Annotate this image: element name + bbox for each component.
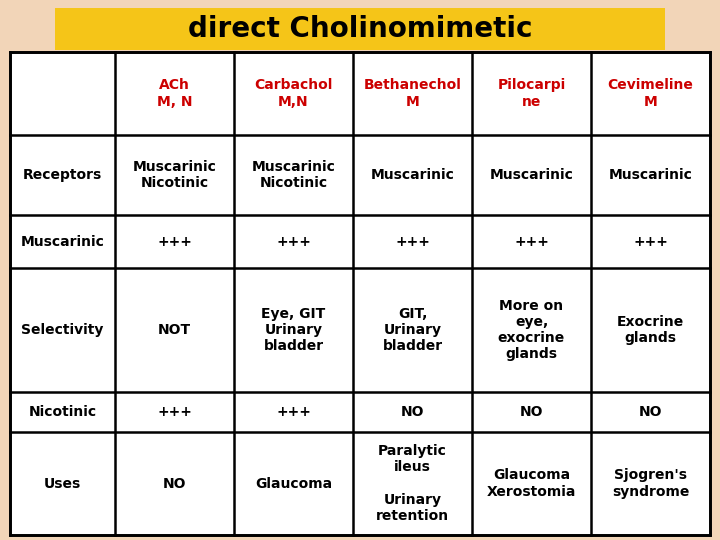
Text: +++: +++ [276, 405, 311, 419]
Text: ACh
M, N: ACh M, N [157, 78, 192, 109]
Text: +++: +++ [514, 234, 549, 248]
Text: Sjogren's
syndrome: Sjogren's syndrome [612, 468, 689, 498]
Text: Glaucoma
Xerostomia: Glaucoma Xerostomia [487, 468, 576, 498]
Text: Muscarinic: Muscarinic [21, 234, 104, 248]
Text: More on
eye,
exocrine
glands: More on eye, exocrine glands [498, 299, 565, 361]
Text: Paralytic
ileus

Urinary
retention: Paralytic ileus Urinary retention [376, 444, 449, 523]
Text: Receptors: Receptors [23, 168, 102, 182]
Text: NO: NO [163, 476, 186, 490]
Text: Uses: Uses [44, 476, 81, 490]
Text: Muscarinic: Muscarinic [608, 168, 693, 182]
Text: Nicotinic: Nicotinic [28, 405, 96, 419]
Text: +++: +++ [276, 234, 311, 248]
Text: Exocrine
glands: Exocrine glands [617, 315, 684, 345]
Text: Pilocarpi
ne: Pilocarpi ne [498, 78, 566, 109]
Text: Eye, GIT
Urinary
bladder: Eye, GIT Urinary bladder [261, 307, 325, 353]
Text: NO: NO [520, 405, 544, 419]
Text: Muscarinic
Nicotinic: Muscarinic Nicotinic [132, 160, 217, 190]
Text: Muscarinic: Muscarinic [371, 168, 454, 182]
Text: +++: +++ [157, 234, 192, 248]
Bar [10, 52, 710, 535]
Text: direct Cholinomimetic: direct Cholinomimetic [188, 15, 532, 43]
Text: +++: +++ [633, 234, 668, 248]
Text: Carbachol
M,N: Carbachol M,N [254, 78, 333, 109]
Text: +++: +++ [395, 234, 430, 248]
Text: Selectivity: Selectivity [22, 323, 104, 337]
Text: Muscarinic
Nicotinic: Muscarinic Nicotinic [251, 160, 336, 190]
Text: NO: NO [401, 405, 424, 419]
Bar [55, 8, 665, 50]
Text: Glaucoma: Glaucoma [255, 476, 332, 490]
Text: +++: +++ [157, 405, 192, 419]
Text: Cevimeline
M: Cevimeline M [608, 78, 693, 109]
Text: NO: NO [639, 405, 662, 419]
Text: NOT: NOT [158, 323, 191, 337]
Text: Bethanechol
M: Bethanechol M [364, 78, 462, 109]
Text: GIT,
Urinary
bladder: GIT, Urinary bladder [382, 307, 443, 353]
Text: Muscarinic: Muscarinic [490, 168, 573, 182]
